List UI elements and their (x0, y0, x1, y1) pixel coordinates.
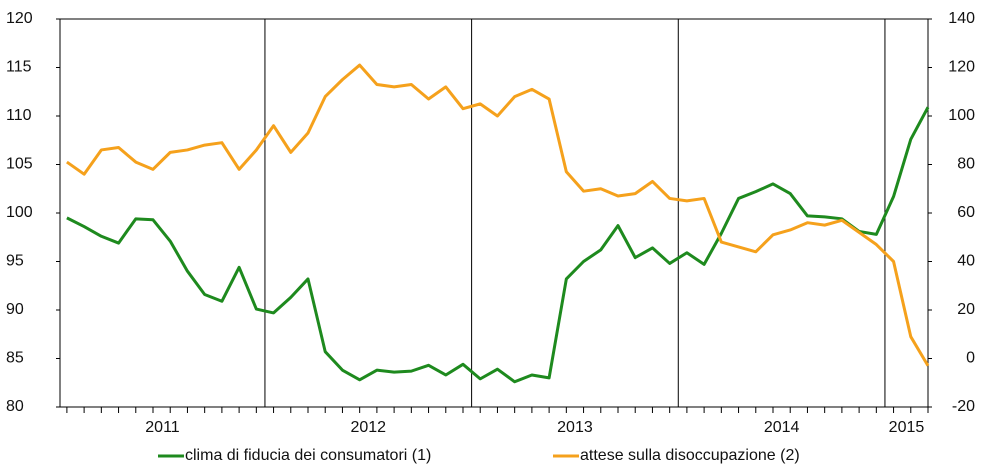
y-tick-label: 120 (6, 10, 33, 27)
y2-tick-label: 120 (948, 59, 975, 76)
y2-tick-label: 60 (957, 204, 975, 221)
y2-tick-label: 100 (948, 107, 975, 124)
y2-tick-label: 80 (957, 156, 975, 173)
series-line (66, 106, 930, 384)
y-tick-label: 110 (6, 107, 32, 124)
y2-tick-label: 0 (966, 350, 975, 367)
x-tick-label: 2013 (557, 419, 593, 436)
y-tick-label: 105 (6, 156, 33, 173)
x-tick-label: 2012 (350, 419, 386, 436)
y-tick-label: 115 (6, 59, 32, 76)
y2-tick-label: 140 (948, 10, 975, 27)
y-tick-label: 100 (6, 204, 33, 221)
series-line (66, 63, 930, 367)
legend-label: clima di fiducia dei consumatori (1) (185, 447, 431, 464)
y-tick-label: 85 (6, 350, 24, 367)
y2-tick-label: -20 (952, 398, 975, 415)
y-tick-label: 95 (6, 253, 24, 270)
x-tick-label: 2011 (145, 419, 180, 436)
y-tick-label: 80 (6, 398, 24, 415)
y2-tick-label: 40 (957, 253, 975, 270)
x-tick-label: 2015 (889, 419, 925, 436)
plot-frame (59, 18, 929, 408)
legend-label: attese sulla disoccupazione (2) (580, 447, 800, 464)
x-tick-label: 2014 (764, 419, 800, 436)
y2-tick-label: 20 (957, 301, 975, 318)
y-tick-label: 90 (6, 301, 24, 318)
